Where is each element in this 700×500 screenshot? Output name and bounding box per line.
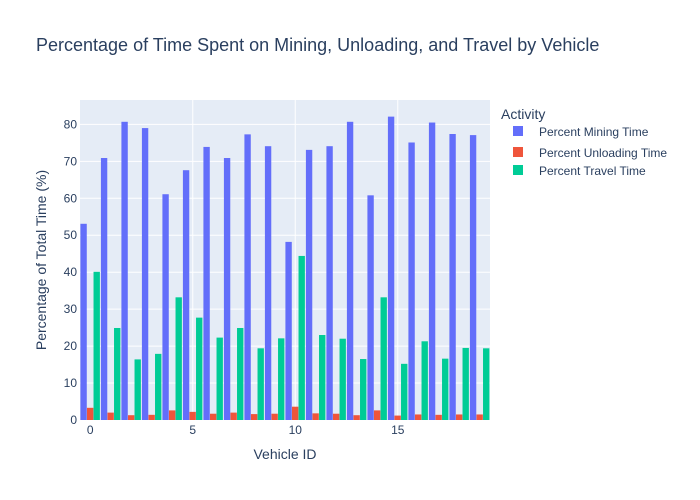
- bar-mining[interactable]: [408, 142, 415, 421]
- bar-unloading[interactable]: [148, 414, 155, 420]
- bar-unloading[interactable]: [312, 413, 319, 420]
- bar-travel[interactable]: [257, 348, 264, 420]
- y-tick-label: 0: [70, 413, 77, 427]
- x-tick-label: 5: [189, 423, 196, 437]
- bar-mining[interactable]: [162, 194, 169, 420]
- bar-mining[interactable]: [141, 128, 149, 420]
- y-tick-label: 60: [64, 191, 78, 205]
- bar-mining[interactable]: [223, 158, 231, 420]
- x-axis-ticks: 0 5 10 15: [87, 423, 405, 437]
- bar-mining[interactable]: [80, 223, 87, 420]
- bar-travel[interactable]: [298, 255, 305, 420]
- bars: [80, 116, 490, 421]
- legend: Activity Percent Mining Time Percent Unl…: [501, 106, 667, 178]
- bar-travel[interactable]: [93, 271, 100, 420]
- bar-travel[interactable]: [155, 353, 162, 420]
- bar-unloading[interactable]: [127, 415, 135, 420]
- bar-mining[interactable]: [367, 195, 374, 420]
- legend-swatch-travel: [513, 165, 523, 175]
- x-tick-label: 15: [391, 423, 405, 437]
- legend-title: Activity: [501, 106, 545, 122]
- bar-unloading[interactable]: [291, 406, 299, 420]
- y-tick-label: 50: [64, 228, 78, 242]
- bar-mining[interactable]: [244, 134, 251, 421]
- bar-mining[interactable]: [182, 170, 190, 420]
- bar-mining[interactable]: [449, 134, 456, 420]
- y-axis-title: Percentage of Total Time (%): [33, 170, 49, 350]
- legend-item-unloading[interactable]: Percent Unloading Time: [513, 146, 667, 160]
- bar-travel[interactable]: [114, 327, 121, 420]
- bar-travel[interactable]: [380, 297, 387, 420]
- chart-title: Percentage of Time Spent on Mining, Unlo…: [36, 35, 599, 55]
- y-axis-ticks: 0 10 20 30 40 50 60 70 80: [64, 117, 78, 427]
- bar-travel[interactable]: [462, 347, 469, 420]
- bar-unloading[interactable]: [209, 413, 217, 420]
- x-axis-title: Vehicle ID: [253, 446, 316, 462]
- grid-lines: [80, 100, 490, 420]
- bar-travel[interactable]: [483, 348, 490, 420]
- legend-label-travel: Percent Travel Time: [539, 164, 646, 178]
- plot-area: [80, 100, 490, 420]
- y-tick-label: 10: [64, 376, 78, 390]
- bar-mining[interactable]: [326, 146, 333, 420]
- bar-unloading[interactable]: [435, 414, 442, 420]
- legend-label-unloading: Percent Unloading Time: [539, 146, 667, 160]
- bar-unloading[interactable]: [476, 414, 483, 420]
- bar-mining[interactable]: [469, 135, 477, 420]
- x-tick-label: 0: [87, 423, 94, 437]
- bar-travel[interactable]: [339, 338, 346, 420]
- legend-swatch-mining: [513, 126, 523, 136]
- bar-unloading[interactable]: [455, 414, 463, 420]
- legend-item-travel[interactable]: Percent Travel Time: [513, 164, 646, 178]
- y-tick-label: 20: [64, 339, 78, 353]
- bar-mining[interactable]: [346, 121, 354, 421]
- bar-unloading[interactable]: [168, 410, 176, 420]
- bar-mining[interactable]: [264, 146, 272, 420]
- bar-unloading[interactable]: [353, 415, 360, 420]
- bar-unloading[interactable]: [394, 415, 401, 420]
- bar-unloading[interactable]: [373, 410, 381, 420]
- bar-mining[interactable]: [285, 241, 292, 420]
- bar-travel[interactable]: [237, 327, 244, 420]
- bar-travel[interactable]: [421, 341, 428, 420]
- bar-travel[interactable]: [196, 317, 203, 420]
- bar-unloading[interactable]: [250, 414, 258, 420]
- y-tick-label: 70: [64, 154, 78, 168]
- bar-unloading[interactable]: [107, 412, 114, 420]
- bar-travel[interactable]: [360, 359, 367, 420]
- bar-unloading[interactable]: [414, 414, 422, 420]
- bar-travel[interactable]: [442, 358, 449, 420]
- bar-mining[interactable]: [121, 121, 128, 421]
- legend-label-mining: Percent Mining Time: [539, 125, 649, 139]
- bar-travel[interactable]: [216, 337, 223, 420]
- bar-mining[interactable]: [387, 116, 395, 420]
- x-tick-label: 10: [289, 423, 303, 437]
- bar-unloading[interactable]: [86, 407, 94, 420]
- bar-unloading[interactable]: [332, 413, 340, 420]
- bar-travel[interactable]: [319, 335, 326, 420]
- bar-travel[interactable]: [278, 338, 285, 420]
- bar-unloading[interactable]: [189, 411, 196, 420]
- bar-mining[interactable]: [100, 158, 108, 420]
- y-tick-label: 80: [64, 117, 78, 131]
- bar-mining[interactable]: [203, 146, 210, 420]
- legend-item-mining[interactable]: Percent Mining Time: [513, 125, 649, 139]
- bar-unloading[interactable]: [271, 413, 278, 420]
- bar-travel[interactable]: [134, 359, 141, 420]
- y-tick-label: 40: [64, 265, 78, 279]
- bar-travel[interactable]: [175, 297, 182, 420]
- bar-unloading[interactable]: [230, 412, 237, 420]
- legend-swatch-unloading: [513, 147, 523, 157]
- bar-mining[interactable]: [428, 122, 436, 420]
- bar-mining[interactable]: [305, 149, 313, 420]
- bar-travel[interactable]: [401, 363, 408, 420]
- y-tick-label: 30: [64, 302, 78, 316]
